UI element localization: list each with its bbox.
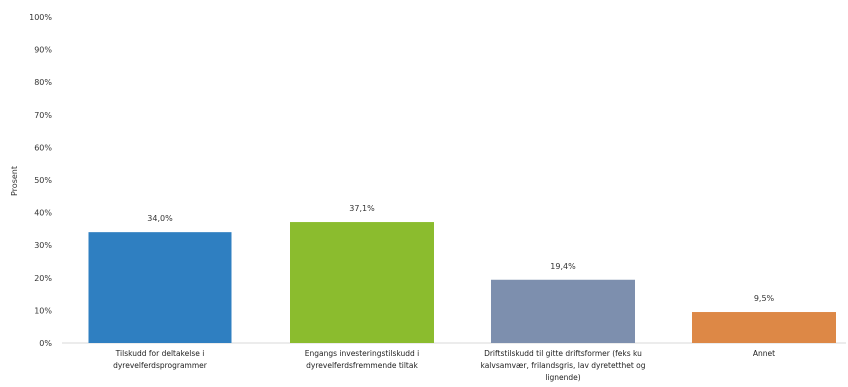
data-label: 37,1%: [349, 204, 375, 213]
category-label: dyrevelferdsfremmende tiltak: [306, 361, 418, 370]
y-axis-ticks: 0% 10% 20% 30% 40% 50% 60% 70% 80% 90% 100%: [29, 13, 52, 348]
bar: [88, 232, 232, 343]
y-tick-label: 50%: [34, 176, 52, 185]
y-tick-label: 70%: [34, 111, 52, 120]
y-tick-label: 30%: [34, 241, 52, 250]
bars: [88, 222, 836, 343]
bar: [692, 312, 836, 343]
y-tick-label: 60%: [34, 143, 52, 152]
category-label: lignende): [545, 373, 580, 382]
y-tick-label: 10%: [34, 306, 52, 315]
y-tick-label: 40%: [34, 209, 52, 218]
category-label: Engangs investeringstilskudd i: [305, 349, 419, 358]
y-axis-label: Prosent: [10, 166, 19, 196]
category-label: kalvsamvær, frilandsgris, lav dyretetthe…: [480, 361, 645, 370]
data-label: 9,5%: [754, 294, 775, 303]
category-label: Annet: [753, 349, 775, 358]
y-tick-label: 20%: [34, 274, 52, 283]
category-label: dyrevelferdsprogrammer: [113, 361, 208, 370]
data-label: 34,0%: [147, 214, 173, 223]
y-tick-label: 90%: [34, 46, 52, 55]
y-tick-label: 80%: [34, 78, 52, 87]
y-tick-label: 100%: [29, 13, 52, 22]
y-tick-label: 0%: [39, 339, 52, 348]
category-labels: Tilskudd for deltakelse i dyrevelferdspro…: [113, 349, 775, 382]
bar: [491, 279, 635, 343]
data-labels: 34,0% 37,1% 19,4% 9,5%: [147, 204, 774, 303]
category-label: Driftstilskudd til gitte driftsformer (f…: [484, 349, 642, 358]
category-label: Tilskudd for deltakelse i: [115, 349, 205, 358]
data-label: 19,4%: [550, 262, 576, 271]
bar: [290, 222, 434, 343]
